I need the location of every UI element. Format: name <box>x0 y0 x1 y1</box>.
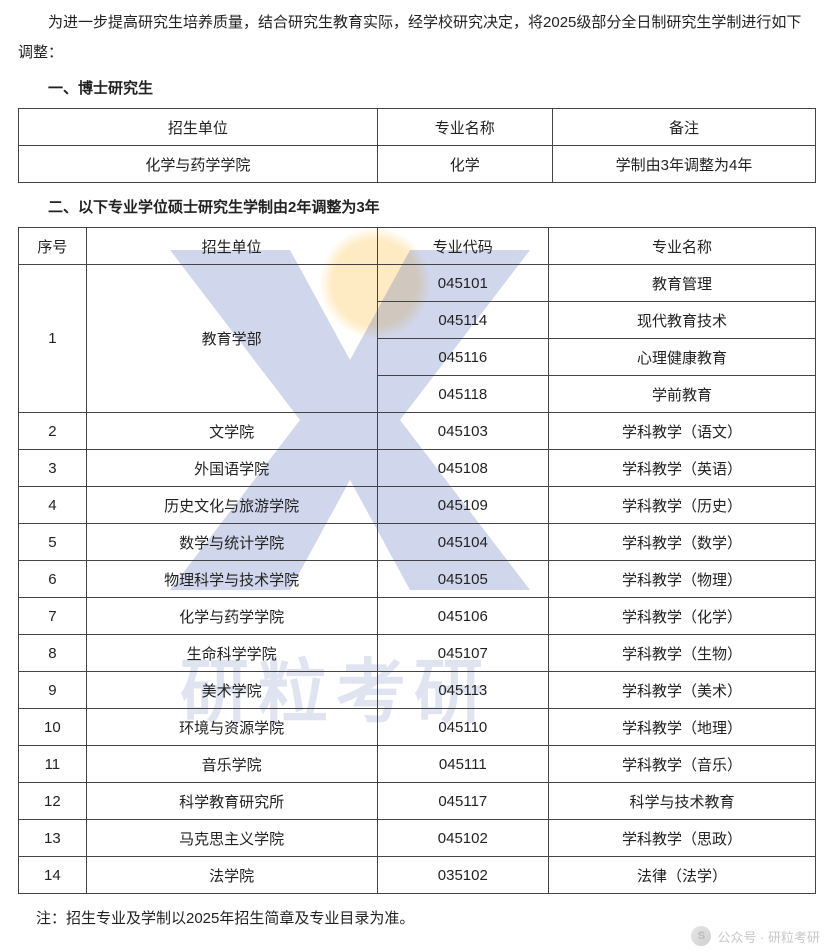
cell-name: 教育管理 <box>548 265 815 302</box>
table-row: 13马克思主义学院045102学科教学（思政） <box>19 820 816 857</box>
table-row: 3外国语学院045108学科教学（英语） <box>19 450 816 487</box>
cell-no: 8 <box>19 635 87 672</box>
cell-code: 045109 <box>377 487 548 524</box>
cell-name: 法律（法学） <box>548 857 815 894</box>
col-unit: 招生单位 <box>86 228 377 265</box>
col-major: 专业名称 <box>377 109 552 146</box>
table-row: 6物理科学与技术学院045105学科教学（物理） <box>19 561 816 598</box>
cell-name: 学科教学（音乐） <box>548 746 815 783</box>
cell-major: 化学 <box>377 146 552 183</box>
cell-code: 045105 <box>377 561 548 598</box>
cell-code: 045114 <box>377 302 548 339</box>
cell-code: 045106 <box>377 598 548 635</box>
cell-unit: 科学教育研究所 <box>86 783 377 820</box>
cell-name: 学科教学（数学） <box>548 524 815 561</box>
footer-text: 公众号 · 研粒考研 <box>717 927 820 946</box>
cell-code: 045108 <box>377 450 548 487</box>
cell-unit: 音乐学院 <box>86 746 377 783</box>
cell-unit: 文学院 <box>86 413 377 450</box>
cell-code: 045101 <box>377 265 548 302</box>
cell-unit: 环境与资源学院 <box>86 709 377 746</box>
cell-unit: 外国语学院 <box>86 450 377 487</box>
cell-unit: 马克思主义学院 <box>86 820 377 857</box>
cell-name: 学科教学（物理） <box>548 561 815 598</box>
cell-code: 045107 <box>377 635 548 672</box>
intro-paragraph: 为进一步提高研究生培养质量，结合研究生教育实际，经学校研究决定，将2025级部分… <box>18 8 816 68</box>
footer-attribution: S 公众号 · 研粒考研 <box>691 926 820 946</box>
cell-no: 5 <box>19 524 87 561</box>
cell-no: 2 <box>19 413 87 450</box>
cell-note: 学制由3年调整为4年 <box>552 146 815 183</box>
col-note: 备注 <box>552 109 815 146</box>
col-unit: 招生单位 <box>19 109 378 146</box>
cell-unit: 教育学部 <box>86 265 377 413</box>
cell-no: 6 <box>19 561 87 598</box>
cell-unit: 化学与药学学院 <box>86 598 377 635</box>
cell-name: 学科教学（化学） <box>548 598 815 635</box>
footer-logo-icon: S <box>691 926 711 946</box>
cell-no: 12 <box>19 783 87 820</box>
cell-unit: 历史文化与旅游学院 <box>86 487 377 524</box>
cell-code: 045116 <box>377 339 548 376</box>
cell-code: 045113 <box>377 672 548 709</box>
col-name: 专业名称 <box>548 228 815 265</box>
cell-name: 现代教育技术 <box>548 302 815 339</box>
section2-title: 二、以下专业学位硕士研究生学制由2年调整为3年 <box>18 193 816 223</box>
cell-unit: 物理科学与技术学院 <box>86 561 377 598</box>
table-row: 1教育学部045101教育管理 <box>19 265 816 302</box>
cell-unit: 生命科学学院 <box>86 635 377 672</box>
cell-code: 045104 <box>377 524 548 561</box>
cell-no: 7 <box>19 598 87 635</box>
cell-name: 学科教学（美术） <box>548 672 815 709</box>
cell-code: 045118 <box>377 376 548 413</box>
cell-code: 045102 <box>377 820 548 857</box>
cell-name: 学科教学（地理） <box>548 709 815 746</box>
cell-unit: 化学与药学学院 <box>19 146 378 183</box>
cell-no: 11 <box>19 746 87 783</box>
table-header-row: 招生单位 专业名称 备注 <box>19 109 816 146</box>
cell-name: 学科教学（英语） <box>548 450 815 487</box>
cell-no: 10 <box>19 709 87 746</box>
cell-no: 3 <box>19 450 87 487</box>
col-code: 专业代码 <box>377 228 548 265</box>
section1-title: 一、博士研究生 <box>18 74 816 104</box>
cell-name: 学前教育 <box>548 376 815 413</box>
table-row: 12科学教育研究所045117科学与技术教育 <box>19 783 816 820</box>
cell-unit: 美术学院 <box>86 672 377 709</box>
cell-name: 学科教学（思政） <box>548 820 815 857</box>
cell-unit: 数学与统计学院 <box>86 524 377 561</box>
table-row: 11音乐学院045111学科教学（音乐） <box>19 746 816 783</box>
table-row: 14法学院035102法律（法学） <box>19 857 816 894</box>
table-row: 9美术学院045113学科教学（美术） <box>19 672 816 709</box>
cell-unit: 法学院 <box>86 857 377 894</box>
table-row: 10环境与资源学院045110学科教学（地理） <box>19 709 816 746</box>
table-row: 5数学与统计学院045104学科教学（数学） <box>19 524 816 561</box>
table-row: 8生命科学学院045107学科教学（生物） <box>19 635 816 672</box>
table-row: 7化学与药学学院045106学科教学（化学） <box>19 598 816 635</box>
cell-no: 14 <box>19 857 87 894</box>
col-no: 序号 <box>19 228 87 265</box>
cell-no: 4 <box>19 487 87 524</box>
cell-no: 9 <box>19 672 87 709</box>
table-row: 2文学院045103学科教学（语文） <box>19 413 816 450</box>
doctoral-table: 招生单位 专业名称 备注 化学与药学学院 化学 学制由3年调整为4年 <box>18 108 816 183</box>
masters-table: 序号 招生单位 专业代码 专业名称 1教育学部045101教育管理045114现… <box>18 227 816 894</box>
cell-name: 学科教学（语文） <box>548 413 815 450</box>
cell-code: 035102 <box>377 857 548 894</box>
cell-name: 学科教学（历史） <box>548 487 815 524</box>
cell-no: 13 <box>19 820 87 857</box>
cell-code: 045111 <box>377 746 548 783</box>
cell-code: 045103 <box>377 413 548 450</box>
cell-no: 1 <box>19 265 87 413</box>
table-row: 4历史文化与旅游学院045109学科教学（历史） <box>19 487 816 524</box>
cell-code: 045117 <box>377 783 548 820</box>
cell-name: 心理健康教育 <box>548 339 815 376</box>
cell-code: 045110 <box>377 709 548 746</box>
cell-name: 学科教学（生物） <box>548 635 815 672</box>
table-row: 化学与药学学院 化学 学制由3年调整为4年 <box>19 146 816 183</box>
cell-name: 科学与技术教育 <box>548 783 815 820</box>
table-header-row: 序号 招生单位 专业代码 专业名称 <box>19 228 816 265</box>
